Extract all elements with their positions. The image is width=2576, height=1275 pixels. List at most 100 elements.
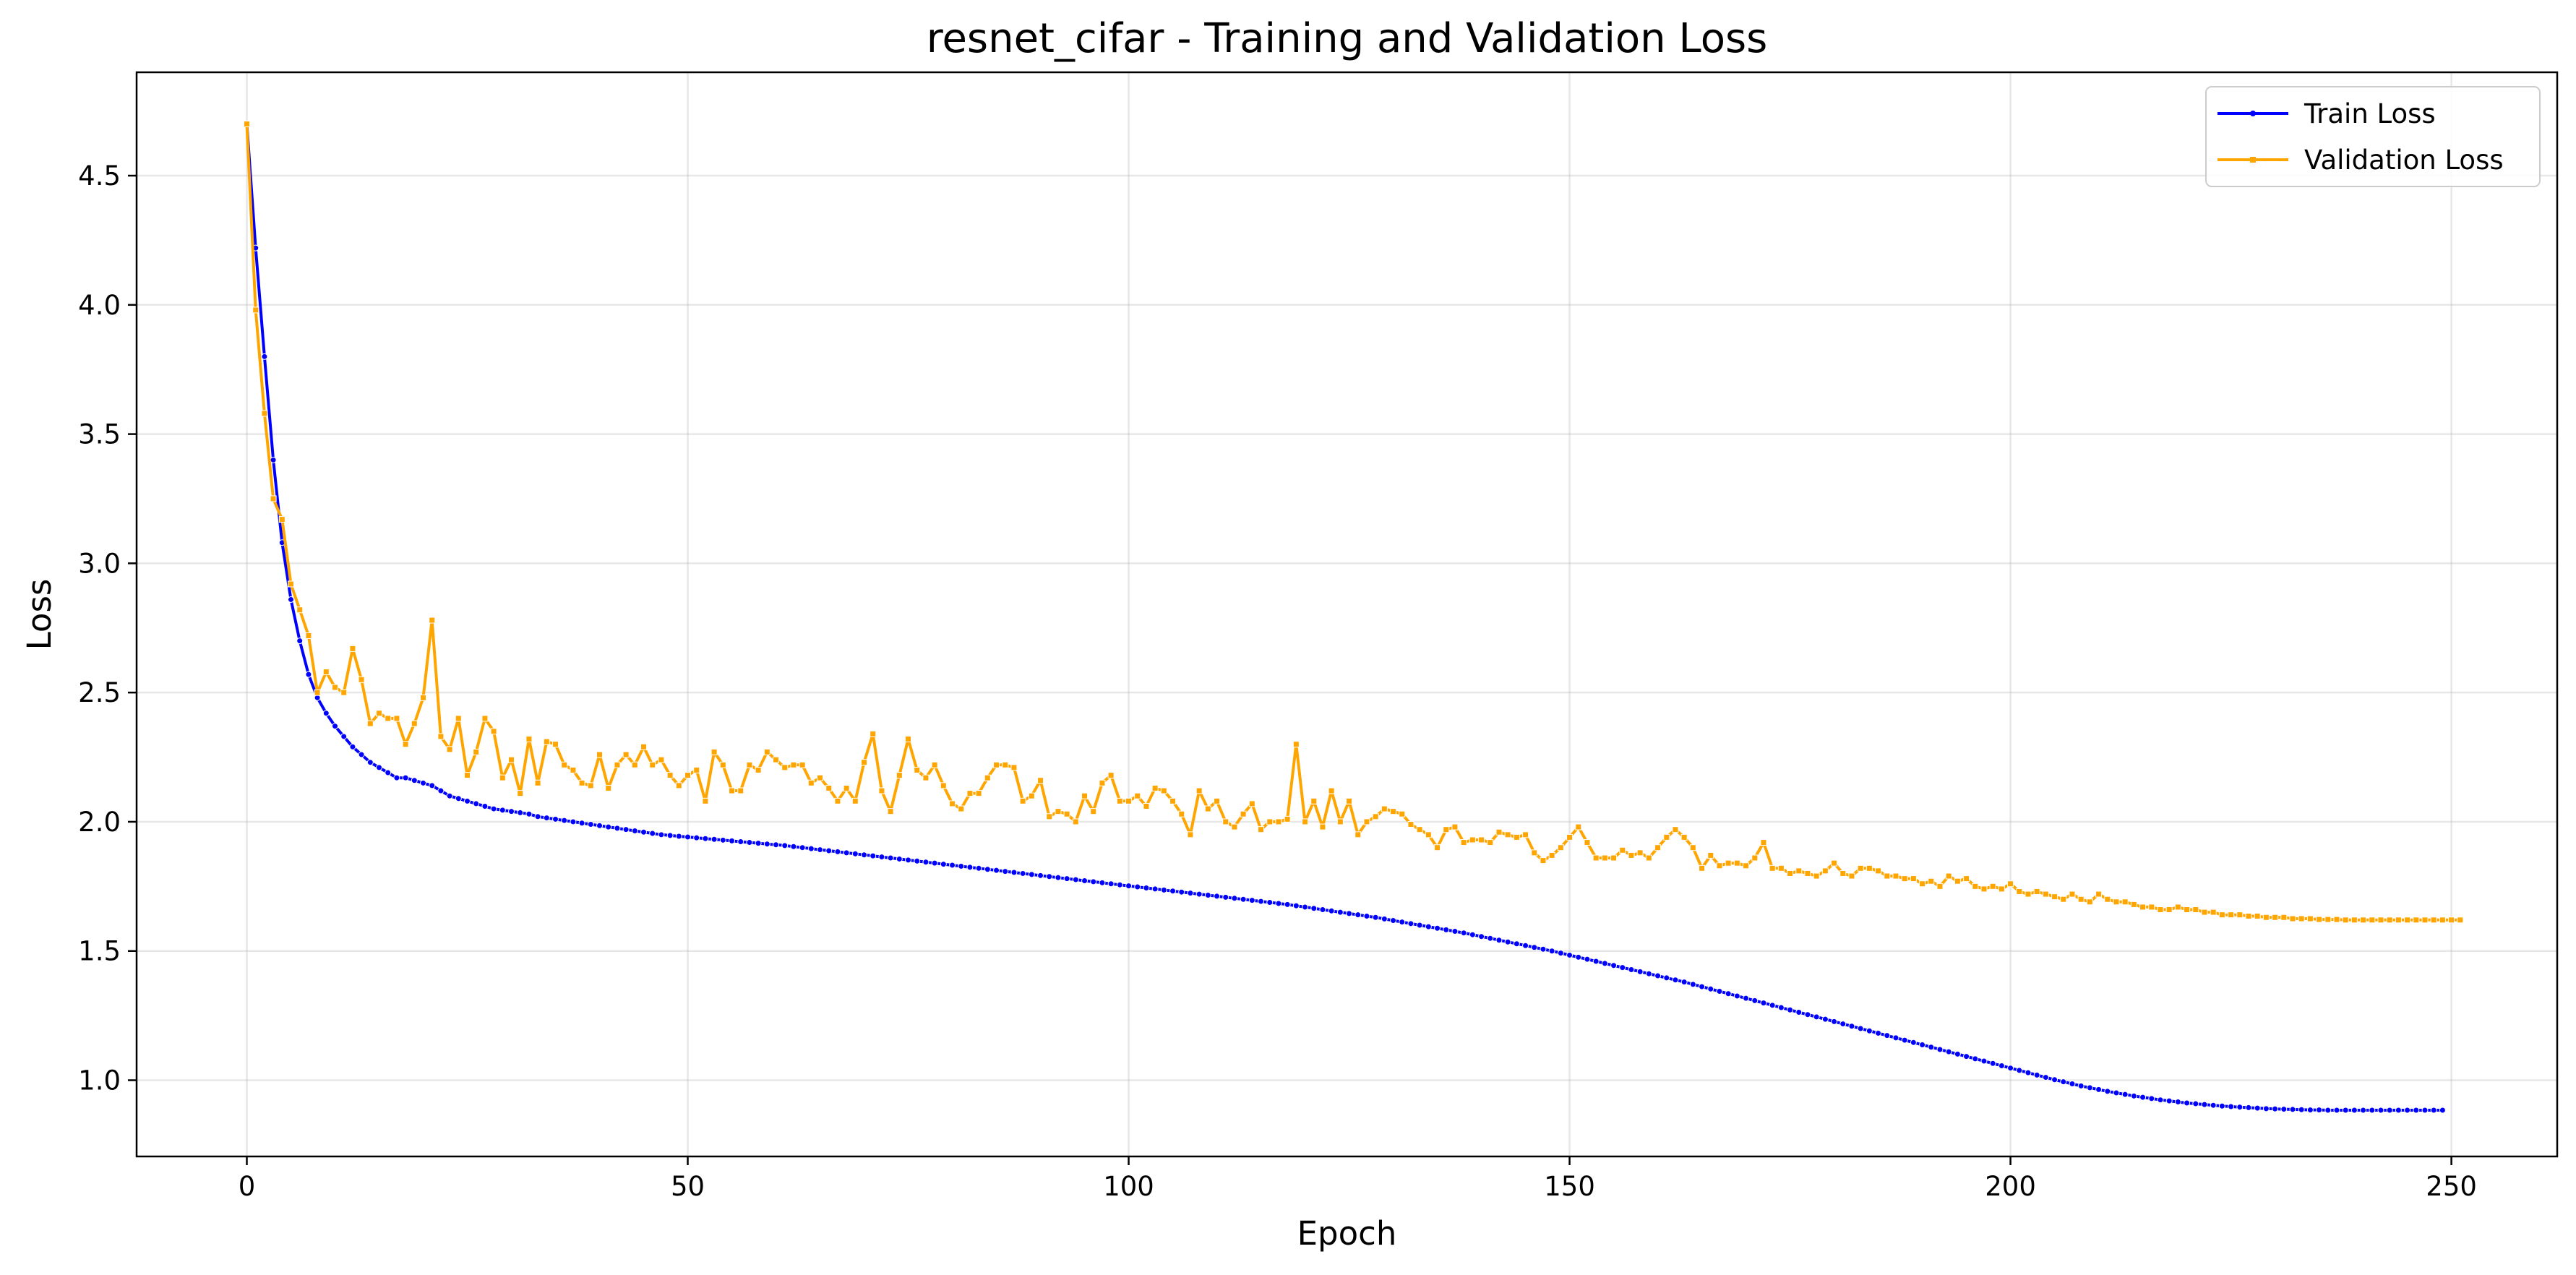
validation-loss-point: [1866, 864, 1873, 872]
validation-loss-point: [1151, 784, 1159, 791]
train-loss-point: [1636, 968, 1644, 975]
train-loss-point: [2298, 1106, 2305, 1113]
validation-loss-point: [1240, 810, 1247, 817]
train-loss-point: [420, 779, 427, 786]
validation-loss-point: [2272, 914, 2279, 921]
train-loss-point: [843, 849, 850, 857]
train-loss-point: [2289, 1106, 2296, 1113]
train-loss-point: [887, 854, 894, 862]
train-loss-point: [1002, 868, 1009, 875]
validation-loss-point: [605, 784, 612, 791]
validation-loss-point: [1169, 797, 1177, 804]
train-loss-point: [1998, 1062, 2005, 1069]
validation-loss-point: [587, 782, 594, 789]
train-loss-point: [1892, 1034, 1899, 1042]
validation-loss-point: [1125, 797, 1133, 804]
validation-loss-point: [1777, 864, 1785, 872]
validation-loss-point: [649, 761, 656, 768]
validation-loss-point: [1972, 883, 1979, 890]
validation-loss-point: [2174, 903, 2181, 911]
validation-loss-point: [1434, 844, 1441, 851]
train-loss-point: [851, 850, 859, 857]
train-loss-point: [719, 836, 726, 843]
train-loss-point: [1434, 924, 1441, 932]
train-loss-point: [296, 638, 304, 645]
train-loss-point: [2333, 1107, 2340, 1114]
validation-loss-point: [1787, 870, 1794, 877]
train-loss-point: [2077, 1082, 2085, 1089]
train-loss-point: [878, 854, 885, 861]
train-loss-point: [1751, 997, 1759, 1004]
validation-loss-point: [1055, 808, 1062, 815]
train-loss-point: [332, 723, 339, 730]
legend-box: [2205, 86, 2541, 187]
y-tick-label: 1.5: [78, 936, 121, 967]
train-loss-point: [340, 733, 348, 740]
validation-loss-point: [2139, 903, 2147, 911]
train-loss-point: [1522, 942, 1529, 949]
validation-loss-point: [1884, 872, 1891, 880]
train-loss-point: [2342, 1107, 2349, 1114]
validation-loss-point: [834, 797, 841, 804]
validation-loss-point: [1266, 818, 1274, 825]
validation-loss-point: [1892, 872, 1899, 880]
validation-loss-point: [1575, 823, 1582, 830]
validation-loss-point: [896, 772, 903, 779]
validation-loss-point: [402, 741, 409, 748]
validation-loss-point: [1478, 836, 1485, 843]
train-loss-point: [393, 774, 400, 781]
validation-loss-points: [244, 121, 2464, 924]
legend: Train Loss Validation Loss: [2205, 86, 2541, 187]
validation-loss-point: [1733, 859, 1740, 867]
train-loss-point: [1460, 930, 1467, 937]
validation-loss-point: [1980, 885, 1988, 893]
train-loss-point: [385, 769, 392, 776]
train-loss-point: [1672, 976, 1679, 984]
train-loss-point: [1214, 893, 1221, 900]
train-loss-point: [1037, 872, 1044, 879]
validation-loss-point: [746, 761, 753, 768]
validation-loss-point: [1672, 826, 1679, 833]
grid: [137, 72, 2557, 1156]
train-loss-point: [2157, 1096, 2164, 1104]
y-axis-label: Loss: [20, 579, 59, 651]
train-loss-point: [861, 851, 868, 859]
validation-loss-point: [2069, 890, 2076, 898]
train-loss-point: [1116, 881, 1123, 888]
validation-loss-point: [702, 797, 709, 804]
validation-loss-point: [851, 797, 859, 804]
train-loss-point: [2350, 1107, 2358, 1114]
validation-loss-point: [614, 761, 621, 768]
train-loss-point: [1980, 1057, 1988, 1065]
validation-loss-point: [666, 772, 674, 779]
validation-loss-point: [1813, 872, 1820, 880]
train-loss-point: [2386, 1107, 2393, 1114]
legend-validation-loss-marker: [2250, 157, 2256, 163]
validation-loss-point: [1680, 833, 1688, 841]
train-loss-point: [1760, 1000, 1767, 1007]
train-loss-point: [596, 822, 604, 829]
plot-frame: [135, 71, 2559, 1158]
validation-loss-point: [870, 730, 877, 737]
validation-loss-point: [763, 748, 770, 755]
train-loss-point: [1707, 985, 1714, 992]
validation-loss-point: [1443, 826, 1450, 833]
train-loss-point: [1055, 874, 1062, 881]
validation-loss-point: [534, 779, 541, 786]
validation-loss-point: [2413, 916, 2420, 924]
train-loss-point: [1284, 901, 1291, 908]
train-loss-point: [1663, 974, 1670, 982]
validation-loss-point: [420, 694, 427, 701]
validation-loss-point: [1584, 839, 1591, 846]
train-loss-point: [2306, 1107, 2314, 1114]
train-loss-point: [1733, 992, 1740, 1000]
train-loss-point: [2245, 1104, 2252, 1111]
validation-loss-point: [1107, 772, 1115, 779]
validation-loss-point: [385, 715, 392, 722]
validation-loss-point: [2060, 896, 2067, 903]
train-loss-point: [2439, 1107, 2446, 1114]
train-loss-point: [525, 810, 533, 817]
train-loss-point: [1575, 953, 1582, 961]
validation-loss-point: [1399, 810, 1406, 817]
validation-loss-point: [552, 741, 559, 748]
